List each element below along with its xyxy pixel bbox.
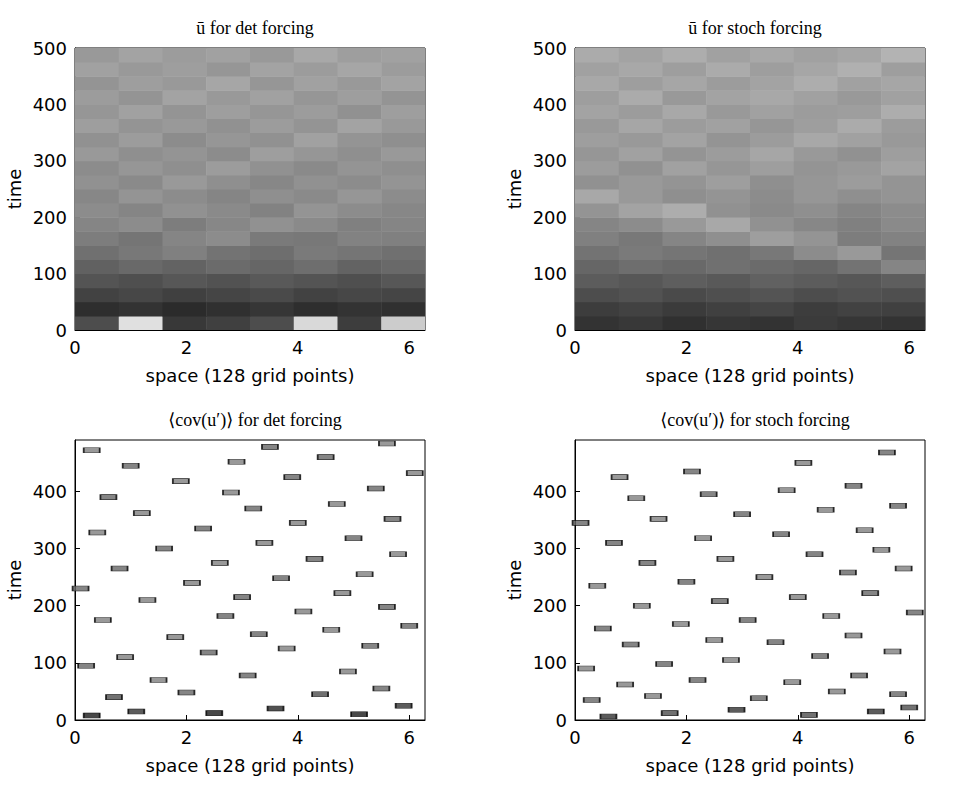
svg-text:space (128 grid points): space (128 grid points) — [646, 755, 855, 776]
svg-text:300: 300 — [533, 150, 567, 171]
svg-text:4: 4 — [292, 727, 303, 748]
svg-text:0: 0 — [569, 727, 580, 748]
svg-text:0: 0 — [56, 710, 67, 731]
svg-text:200: 200 — [33, 207, 67, 228]
svg-text:6: 6 — [903, 727, 914, 748]
svg-text:300: 300 — [33, 538, 67, 559]
svg-text:6: 6 — [403, 337, 414, 358]
svg-text:6: 6 — [403, 727, 414, 748]
svg-text:0: 0 — [569, 337, 580, 358]
svg-text:200: 200 — [33, 595, 67, 616]
svg-text:500: 500 — [33, 38, 67, 59]
svg-text:2: 2 — [181, 727, 192, 748]
svg-text:⟨cov(u′)⟩ for det forcing: ⟨cov(u′)⟩ for det forcing — [168, 410, 341, 431]
svg-text:400: 400 — [33, 94, 67, 115]
svg-text:0: 0 — [56, 320, 67, 341]
svg-text:time: time — [4, 169, 25, 210]
svg-text:300: 300 — [33, 150, 67, 171]
svg-text:6: 6 — [903, 337, 914, 358]
svg-text:2: 2 — [181, 337, 192, 358]
svg-text:space (128 grid points): space (128 grid points) — [146, 755, 355, 776]
svg-text:0: 0 — [556, 710, 567, 731]
svg-text:4: 4 — [792, 337, 803, 358]
svg-text:2: 2 — [681, 337, 692, 358]
svg-text:0: 0 — [69, 727, 80, 748]
svg-text:4: 4 — [292, 337, 303, 358]
svg-text:0: 0 — [69, 337, 80, 358]
svg-text:400: 400 — [533, 481, 567, 502]
svg-text:300: 300 — [533, 538, 567, 559]
svg-text:500: 500 — [533, 38, 567, 59]
svg-text:space (128 grid points): space (128 grid points) — [646, 365, 855, 386]
svg-text:⟨cov(u′)⟩ for stoch forcing: ⟨cov(u′)⟩ for stoch forcing — [660, 410, 849, 431]
svg-text:time: time — [504, 169, 525, 210]
svg-text:200: 200 — [533, 595, 567, 616]
svg-text:0: 0 — [556, 320, 567, 341]
svg-text:time: time — [504, 560, 525, 601]
svg-text:100: 100 — [533, 652, 567, 673]
svg-text:ū for stoch forcing: ū for stoch forcing — [688, 18, 821, 38]
svg-text:4: 4 — [792, 727, 803, 748]
svg-text:400: 400 — [533, 94, 567, 115]
svg-text:100: 100 — [33, 652, 67, 673]
svg-text:400: 400 — [33, 481, 67, 502]
svg-text:100: 100 — [33, 263, 67, 284]
svg-text:100: 100 — [533, 263, 567, 284]
svg-text:ū for det forcing: ū for det forcing — [196, 18, 313, 38]
svg-text:space (128 grid points): space (128 grid points) — [146, 365, 355, 386]
svg-text:2: 2 — [681, 727, 692, 748]
svg-text:200: 200 — [533, 207, 567, 228]
svg-text:time: time — [4, 560, 25, 601]
